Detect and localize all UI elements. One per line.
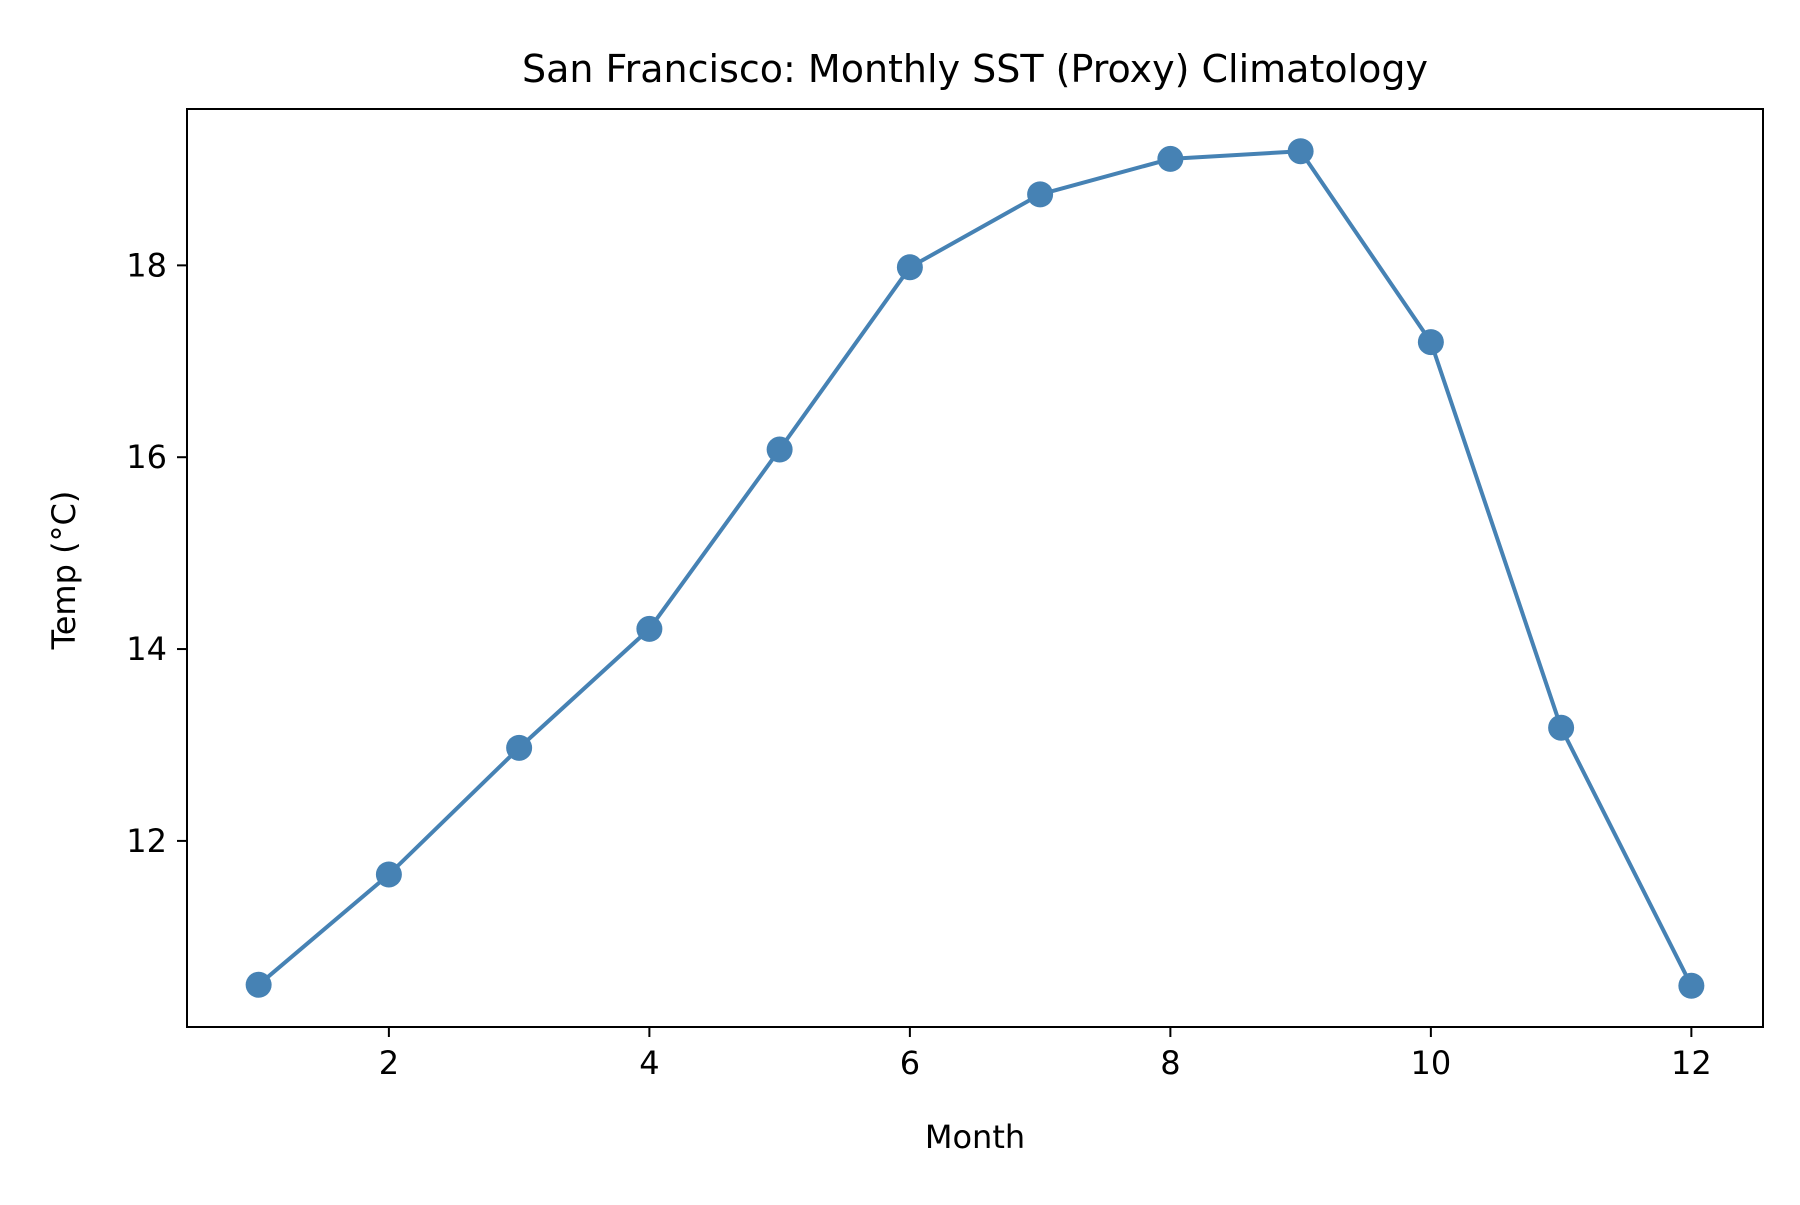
data-point-month-1 <box>245 971 272 998</box>
data-point-month-12 <box>1678 972 1705 999</box>
data-point-month-10 <box>1417 329 1444 356</box>
x-tick-label: 4 <box>639 1044 659 1082</box>
data-point-month-11 <box>1548 714 1575 741</box>
y-axis-ticks: 12 14 16 18 <box>126 246 187 860</box>
data-point-month-7 <box>1027 181 1054 208</box>
x-tick-label: 6 <box>900 1044 920 1082</box>
data-point-month-4 <box>636 615 663 642</box>
x-tick-label: 2 <box>379 1044 399 1082</box>
x-axis-ticks: 2 4 6 8 10 12 <box>379 1027 1712 1082</box>
chart-title: San Francisco: Monthly SST (Proxy) Clima… <box>522 47 1428 91</box>
plot-area-frame <box>186 108 1764 1028</box>
y-tick-label: 18 <box>126 246 167 284</box>
data-point-month-9 <box>1287 138 1314 165</box>
x-axis-label: Month <box>925 1118 1025 1156</box>
y-axis-label: Temp (°C) <box>45 491 83 651</box>
y-tick-label: 14 <box>126 630 167 668</box>
x-tick-label: 8 <box>1160 1044 1180 1082</box>
data-point-month-8 <box>1157 145 1184 172</box>
y-tick-label: 12 <box>126 822 167 860</box>
data-point-month-3 <box>506 734 533 761</box>
series-layer <box>245 138 1705 999</box>
y-tick-label: 16 <box>126 438 167 476</box>
data-point-month-6 <box>896 254 923 281</box>
x-tick-label: 12 <box>1671 1044 1712 1082</box>
x-tick-label: 10 <box>1411 1044 1452 1082</box>
data-point-month-2 <box>375 861 402 888</box>
series-line <box>256 149 1694 988</box>
data-point-month-5 <box>766 436 793 463</box>
